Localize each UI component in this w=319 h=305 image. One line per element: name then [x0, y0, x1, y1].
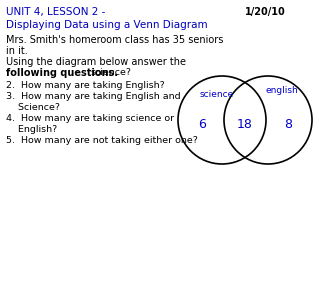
Text: science?: science? — [90, 68, 131, 77]
Text: 5.  How many are not taking either one?: 5. How many are not taking either one? — [6, 136, 198, 145]
Text: following questions.: following questions. — [6, 68, 118, 78]
Text: 3.  How many are taking English and: 3. How many are taking English and — [6, 92, 181, 101]
Text: 1/20/10: 1/20/10 — [245, 7, 286, 17]
Text: Science?: Science? — [6, 103, 60, 112]
Text: Using the diagram below answer the: Using the diagram below answer the — [6, 57, 186, 67]
Text: English?: English? — [6, 125, 57, 134]
Text: 6: 6 — [198, 119, 206, 131]
Text: Mrs. Smith's homeroom class has 35 seniors: Mrs. Smith's homeroom class has 35 senio… — [6, 35, 223, 45]
Text: english: english — [266, 86, 298, 95]
Text: in it.: in it. — [6, 46, 28, 56]
Text: UNIT 4, LESSON 2 -: UNIT 4, LESSON 2 - — [6, 7, 105, 17]
Text: 8: 8 — [284, 119, 292, 131]
Text: 2.  How many are taking English?: 2. How many are taking English? — [6, 81, 165, 90]
Text: science: science — [200, 90, 234, 99]
Text: Displaying Data using a Venn Diagram: Displaying Data using a Venn Diagram — [6, 20, 208, 30]
Text: 18: 18 — [237, 119, 253, 131]
Text: 4.  How many are taking science or: 4. How many are taking science or — [6, 114, 174, 123]
